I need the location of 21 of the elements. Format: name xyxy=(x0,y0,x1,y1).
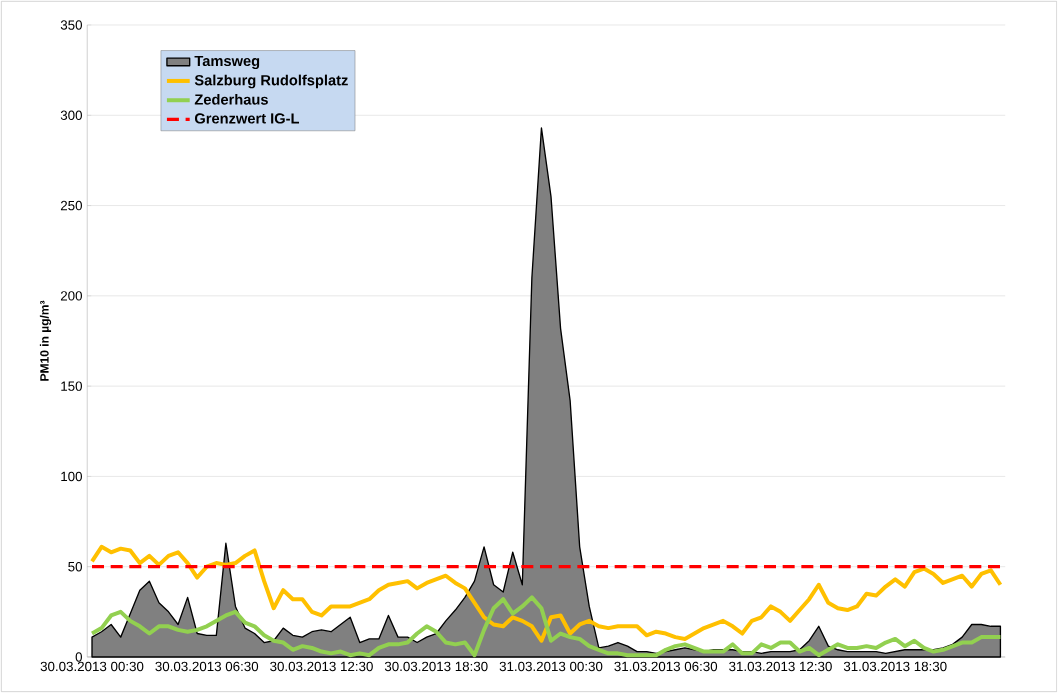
x-tick-label: 31.03.2013 18:30 xyxy=(843,661,947,672)
x-tick-label: 30.03.2013 12:30 xyxy=(270,661,373,672)
y-tick-label: 350 xyxy=(60,20,82,30)
legend-label: Grenzwert IG-L xyxy=(194,113,300,124)
x-tick-label: 31.03.2013 12:30 xyxy=(729,661,832,672)
y-tick-label: 100 xyxy=(61,471,82,482)
x-tick-label: 31.03.2013 06:30 xyxy=(614,661,718,672)
y-tick-label: 200 xyxy=(60,291,82,301)
legend-label: Zederhaus xyxy=(194,93,268,105)
legend-label: Salzburg Rudolfsplatz xyxy=(194,74,348,89)
y-tick-label: 300 xyxy=(60,110,82,120)
x-tick-label: 30.03.2013 06:30 xyxy=(155,661,259,672)
y-axis-title: PM10 in µg/m³ xyxy=(39,300,52,381)
legend-label: Tamsweg xyxy=(194,55,260,70)
y-tick-label: 150 xyxy=(61,381,82,391)
y-tick-label: 250 xyxy=(60,200,82,211)
y-tick-label: 50 xyxy=(68,561,82,572)
x-tick-label: 30.03.2013 18:30 xyxy=(384,661,488,672)
x-tick-label: 30.03.2013 00:30 xyxy=(40,661,144,672)
x-tick-label: 31.03.2013 00:30 xyxy=(499,661,603,672)
y-tick-label: 0 xyxy=(75,652,82,662)
